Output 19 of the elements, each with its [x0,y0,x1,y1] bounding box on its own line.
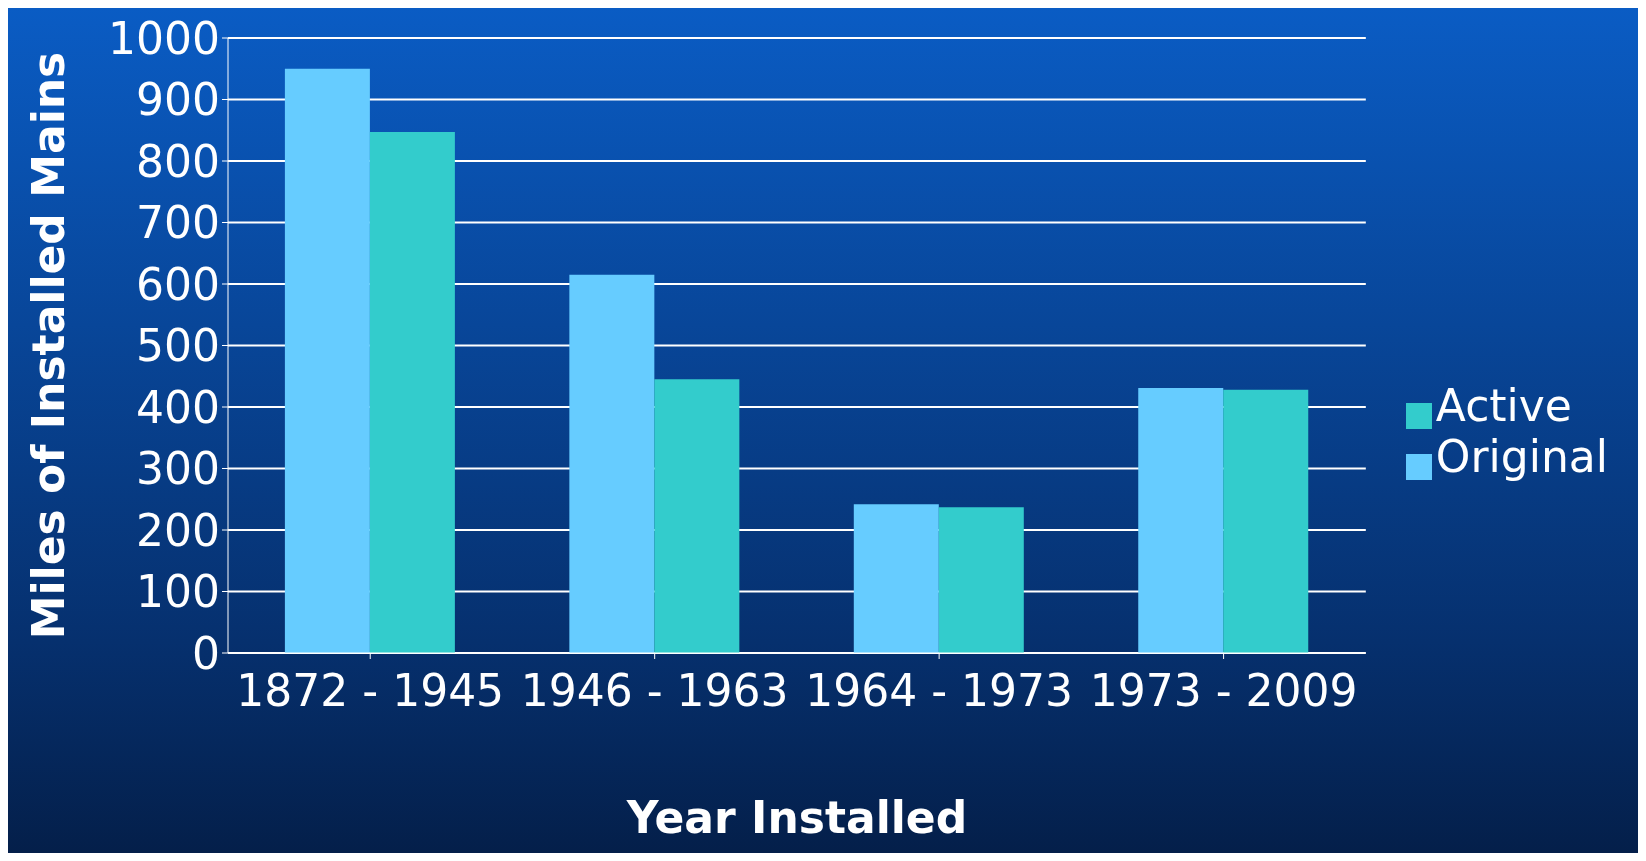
x-tick-label: 1872 - 1945 [236,665,505,717]
y-tick-label: 300 [136,443,220,495]
y-tick-label: 700 [136,197,220,249]
y-tick-label: 200 [136,504,220,556]
y-axis-title: Miles of Installed Mains [22,51,74,640]
x-axis-title: Year Installed [625,792,968,843]
x-tick-label: 1946 - 1963 [520,665,789,717]
legend-label: Original [1435,430,1608,482]
y-tick-label: 900 [136,74,220,126]
y-tick-label: 1000 [108,12,220,64]
y-tick-label: 400 [136,381,220,433]
legend-label: Active [1435,379,1572,431]
x-tick-label: 1973 - 2009 [1089,665,1358,717]
x-tick-label: 1964 - 1973 [805,665,1074,717]
y-tick-label: 100 [136,566,220,618]
y-tick-label: 600 [136,258,220,310]
y-tick-label: 500 [136,320,220,372]
y-tick-label: 800 [136,135,220,187]
y-tick-label: 0 [192,627,220,679]
